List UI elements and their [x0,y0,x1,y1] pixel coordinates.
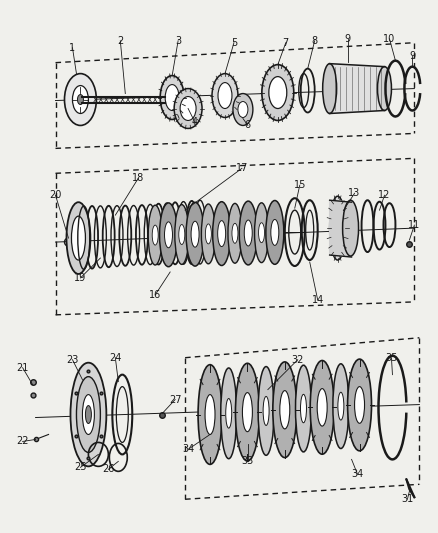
Ellipse shape [174,88,202,128]
Ellipse shape [77,377,100,453]
Ellipse shape [338,392,344,420]
Text: 20: 20 [49,190,62,200]
Ellipse shape [333,364,349,449]
Text: 23: 23 [66,354,79,365]
Text: 35: 35 [385,353,398,363]
Ellipse shape [348,359,371,451]
Ellipse shape [64,74,96,125]
Text: 34: 34 [351,470,364,479]
Ellipse shape [343,200,359,256]
Ellipse shape [152,225,158,245]
Ellipse shape [317,389,327,426]
Text: 4: 4 [192,117,198,127]
Ellipse shape [191,221,199,247]
Text: 7: 7 [283,38,289,48]
Ellipse shape [71,362,106,466]
Ellipse shape [159,203,177,266]
Text: 12: 12 [378,190,391,200]
Ellipse shape [323,63,337,114]
Ellipse shape [165,222,173,248]
Text: 18: 18 [132,173,145,183]
Ellipse shape [263,397,269,425]
Text: 3: 3 [175,36,181,46]
Text: 10: 10 [383,34,396,44]
Text: 17: 17 [236,163,248,173]
Ellipse shape [218,221,226,247]
Text: 14: 14 [311,295,324,305]
Ellipse shape [233,94,253,125]
Ellipse shape [205,394,215,434]
Ellipse shape [165,85,179,110]
Ellipse shape [355,386,364,423]
Text: 6: 6 [245,120,251,131]
Ellipse shape [238,101,248,117]
Polygon shape [330,63,385,114]
Ellipse shape [67,202,90,274]
Ellipse shape [180,96,196,120]
Ellipse shape [310,360,334,454]
Text: 34: 34 [182,445,194,455]
Text: 33: 33 [242,456,254,466]
Ellipse shape [258,367,274,455]
Text: 11: 11 [408,220,420,230]
Ellipse shape [221,368,237,459]
Ellipse shape [300,394,307,423]
Text: 2: 2 [117,36,124,46]
Ellipse shape [269,77,287,109]
Ellipse shape [201,204,215,264]
Ellipse shape [160,76,184,119]
Text: 9: 9 [410,51,416,61]
Ellipse shape [85,406,92,424]
Ellipse shape [226,399,232,428]
Ellipse shape [72,86,88,114]
Text: 13: 13 [349,188,361,198]
Ellipse shape [242,393,252,432]
Ellipse shape [330,196,346,260]
Text: 27: 27 [169,394,181,405]
Ellipse shape [205,224,212,244]
Ellipse shape [280,391,290,429]
Ellipse shape [254,203,268,263]
Ellipse shape [213,201,231,265]
Ellipse shape [179,224,185,245]
Ellipse shape [273,362,297,458]
Text: 19: 19 [74,273,87,283]
Text: 9: 9 [345,34,351,44]
Ellipse shape [239,201,257,265]
Ellipse shape [271,220,279,245]
Ellipse shape [175,205,189,264]
Text: 15: 15 [293,180,306,190]
Ellipse shape [71,216,85,260]
Ellipse shape [82,394,95,434]
Ellipse shape [212,74,238,117]
Ellipse shape [198,365,222,464]
Ellipse shape [262,64,294,120]
Text: 8: 8 [311,36,318,46]
Ellipse shape [186,203,204,266]
Text: 1: 1 [69,43,75,53]
Ellipse shape [148,205,162,265]
Text: 26: 26 [102,464,115,474]
Ellipse shape [78,94,83,104]
Text: 24: 24 [109,353,121,363]
Ellipse shape [236,364,259,461]
Ellipse shape [232,223,238,243]
Text: 31: 31 [401,494,413,504]
Ellipse shape [218,83,232,109]
Ellipse shape [266,200,284,264]
Text: 25: 25 [74,462,87,472]
Text: 5: 5 [231,38,237,48]
Ellipse shape [296,365,311,452]
Text: 21: 21 [17,362,29,373]
Text: 32: 32 [292,354,304,365]
Ellipse shape [228,204,242,263]
Ellipse shape [258,223,265,243]
Polygon shape [330,200,352,257]
Text: 16: 16 [149,290,161,300]
Text: 22: 22 [16,437,29,447]
Ellipse shape [244,220,252,246]
Ellipse shape [378,67,392,110]
